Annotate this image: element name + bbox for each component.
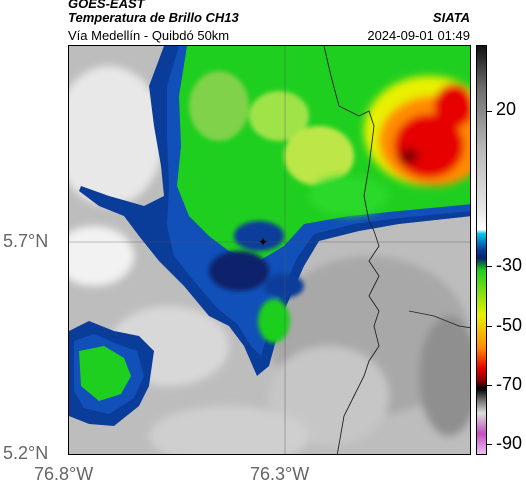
region-label: Vía Medellín - Quibdó 50km xyxy=(68,28,230,43)
satellite-map[interactable]: ✦ xyxy=(68,45,471,455)
location-star-icon: ✦ xyxy=(258,235,268,249)
lon-label-76-3: 76.3°W xyxy=(250,464,310,484)
border-line xyxy=(323,46,380,454)
satellite-source-label: GOES-EAST xyxy=(68,0,145,11)
colorbar-label-minus-90: -90 xyxy=(496,433,523,453)
colorbar-tick xyxy=(487,444,492,445)
colorbar-label-minus-70: -70 xyxy=(496,374,523,394)
colorbar-tick xyxy=(487,326,492,327)
brightness-temperature-image: ✦ xyxy=(69,46,470,454)
colorbar-tick xyxy=(487,385,492,386)
colorbar-tick xyxy=(487,111,492,112)
lon-label-76-8: 76.8°W xyxy=(34,464,94,484)
timestamp-label: 2024-09-01 01:49 xyxy=(367,28,470,43)
lat-label-5-2: 5.2°N xyxy=(3,443,49,463)
institution-label: SIATA xyxy=(432,10,470,25)
colorbar-tick xyxy=(487,266,492,267)
colorbar-label-minus-30: -30 xyxy=(496,255,523,275)
product-title: Temperatura de Brillo CH13 xyxy=(68,10,239,25)
colorbar-label-minus-50: -50 xyxy=(496,315,523,335)
lat-label-5-7: 5.7°N xyxy=(3,231,49,251)
clear-sky-region xyxy=(69,66,470,454)
convective-cloud-region xyxy=(69,46,470,426)
river-line xyxy=(408,310,470,329)
colorbar xyxy=(476,45,487,455)
colorbar-label-20: 20 xyxy=(496,99,517,119)
